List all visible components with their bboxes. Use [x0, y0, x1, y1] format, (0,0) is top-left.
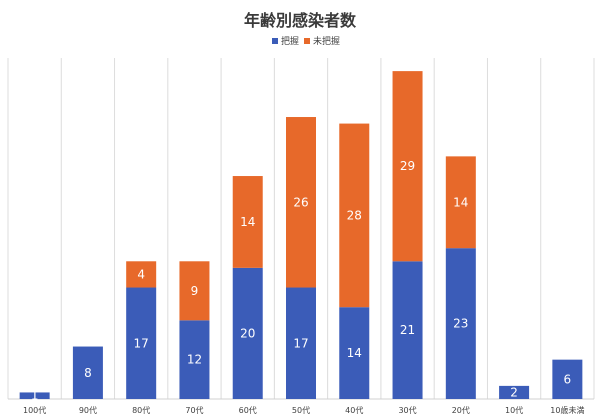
- bar-未把握-40代: [339, 123, 370, 308]
- data-label-未把握-60代: 14: [240, 215, 255, 229]
- data-label-未把握-70代: 9: [191, 284, 199, 298]
- bars: [19, 71, 583, 399]
- data-label-把握-40代: 14: [347, 346, 362, 360]
- bar-把握-10代: [499, 385, 530, 399]
- data-label-把握-10歳未満: 6: [564, 372, 572, 386]
- bar-把握-20代: [445, 248, 476, 399]
- bar-未把握-30代: [392, 71, 423, 262]
- bar-把握-70代: [179, 320, 210, 399]
- data-label-把握-80代: 17: [134, 336, 149, 350]
- bar-把握-30代: [392, 261, 423, 399]
- bar-把握-90代: [72, 346, 103, 399]
- data-label-未把握-80代: 4: [137, 267, 145, 281]
- x-tick-label: 50代: [292, 405, 310, 415]
- data-label-把握-30代: 21: [400, 323, 415, 337]
- legend-label-未把握: 未把握: [313, 35, 340, 47]
- data-label-把握-10代: 2: [510, 385, 518, 399]
- data-label-把握-70代: 12: [187, 353, 202, 367]
- legend: 把握 未把握: [272, 35, 340, 47]
- x-tick-label: 20代: [452, 405, 470, 415]
- bar-把握-40代: [339, 307, 370, 399]
- x-tick-label: 10歳未満: [550, 405, 584, 415]
- data-label-把握-50代: 17: [293, 336, 308, 350]
- bar-把握-10歳未満: [552, 359, 583, 399]
- x-tick-label: 60代: [239, 405, 257, 415]
- x-tick-label: 100代: [23, 405, 46, 415]
- bar-未把握-50代: [286, 117, 316, 288]
- data-label-把握-90代: 8: [84, 366, 92, 380]
- data-label-未把握-30代: 29: [400, 159, 415, 173]
- x-tick-label: 70代: [185, 405, 203, 415]
- data-label-未把握-40代: 28: [347, 208, 362, 222]
- legend-swatch-未把握: [304, 38, 310, 44]
- bar-把握-80代: [126, 287, 157, 399]
- legend-label-把握: 把握: [281, 35, 299, 47]
- chart-title: 年齢別感染者数: [244, 11, 357, 30]
- x-tick-label: 10代: [505, 405, 523, 415]
- x-tick-label: 80代: [132, 405, 150, 415]
- x-axis-ticks: 100代 90代 80代 70代 60代 50代 40代 30代 20代 10代 10歳未満: [23, 405, 584, 415]
- bar-未把握-20代: [445, 156, 476, 249]
- bar-把握-50代: [286, 287, 316, 399]
- data-label-把握-20代: 23: [453, 317, 468, 331]
- legend-swatch-把握: [272, 38, 278, 44]
- bar-未把握-70代: [179, 261, 210, 321]
- x-tick-label: 90代: [79, 405, 97, 415]
- data-label-未把握-50代: 26: [293, 195, 308, 209]
- bar-未把握-60代: [232, 176, 263, 268]
- data-label-把握-100代: 1: [31, 389, 39, 403]
- x-tick-label: 40代: [345, 405, 363, 415]
- bar-把握-100代: [19, 392, 50, 399]
- data-label-未把握-20代: 14: [453, 195, 468, 209]
- bar-把握-60代: [232, 267, 263, 399]
- x-tick-label: 30代: [398, 405, 416, 415]
- data-label-把握-60代: 20: [240, 326, 255, 340]
- bar-未把握-80代: [126, 261, 157, 288]
